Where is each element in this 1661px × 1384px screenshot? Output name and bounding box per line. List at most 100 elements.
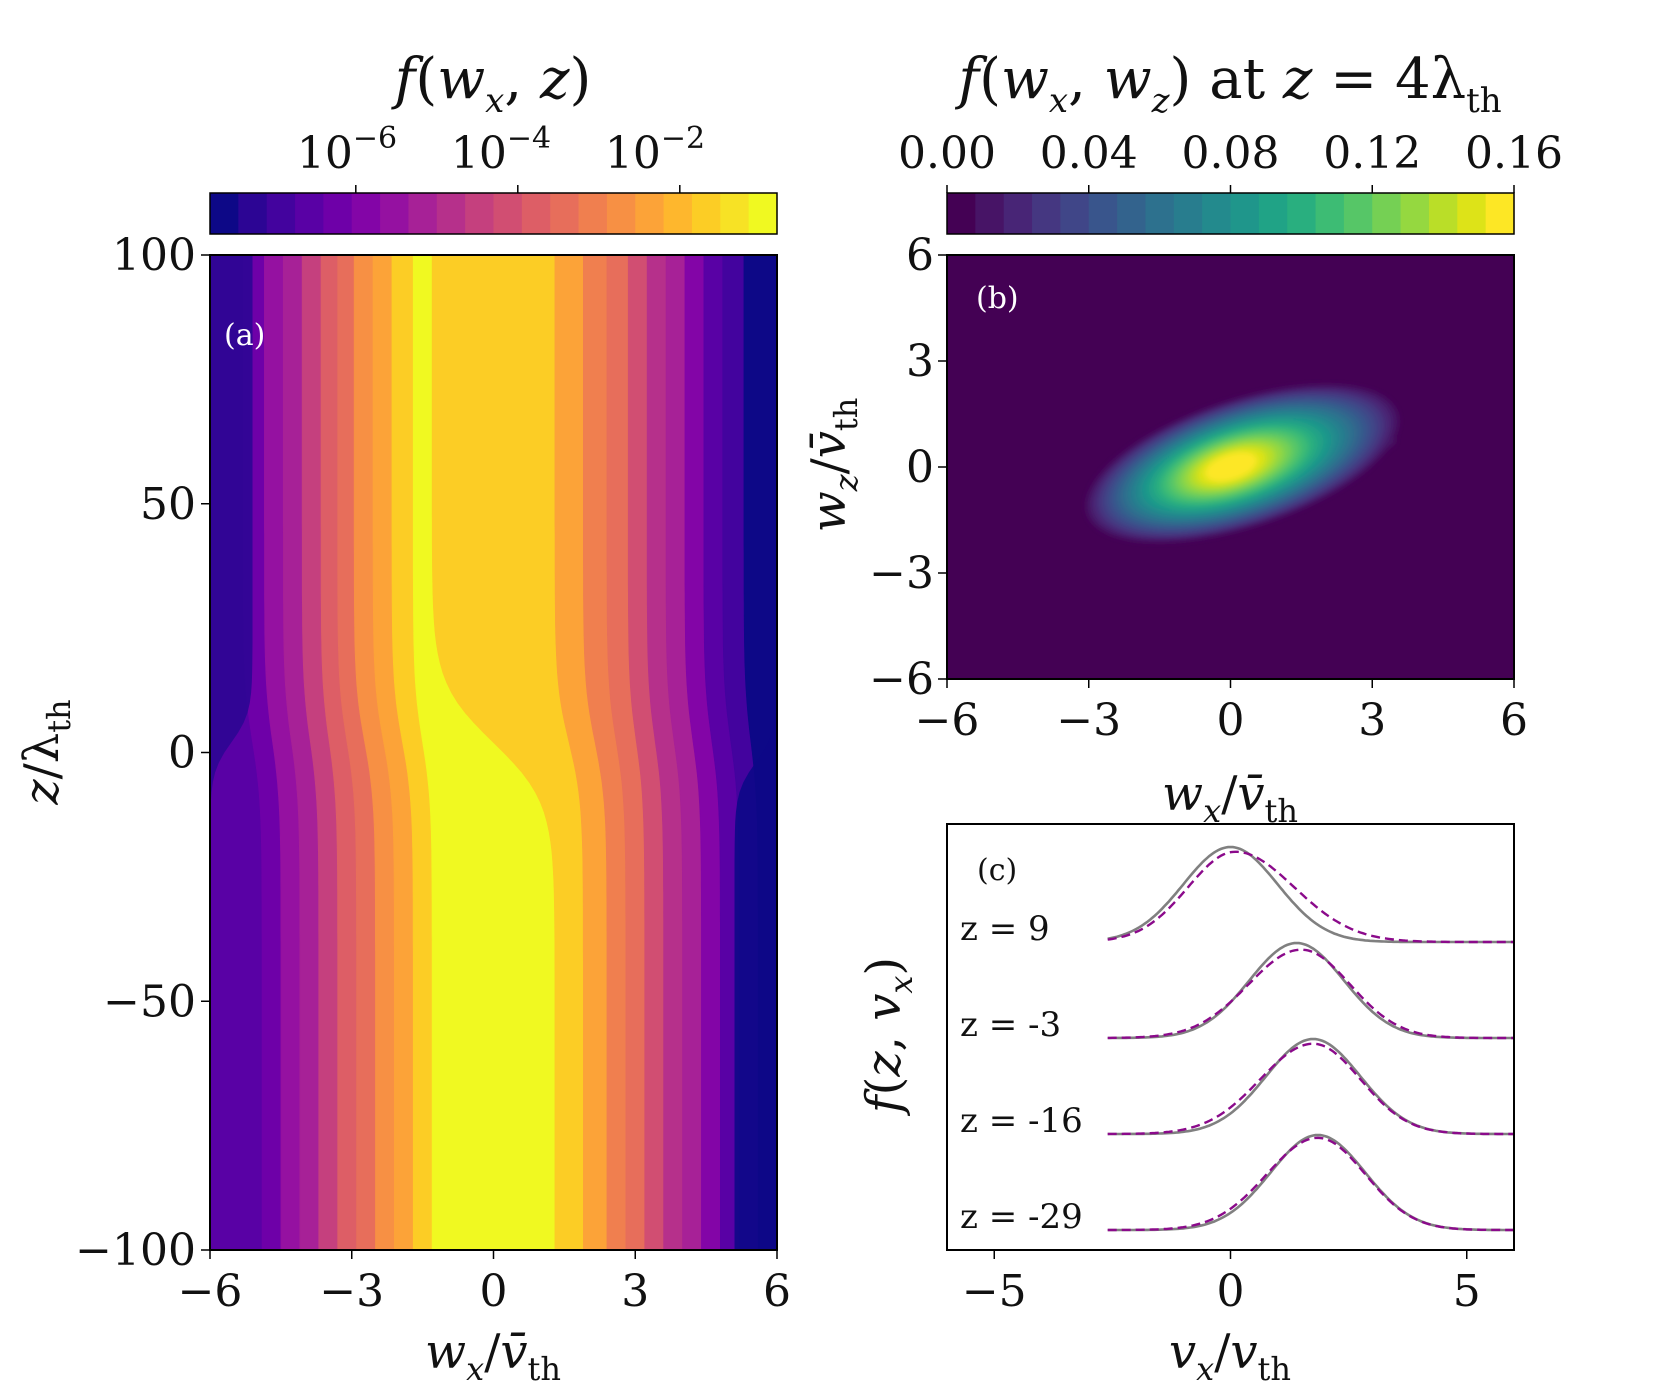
panel-b: f(wx, wz) at z = 4λth 0.00 0.04 0.08 0.12 0.… bbox=[801, 47, 1563, 830]
colorbar-b-swatch bbox=[947, 193, 976, 234]
curve-dashed bbox=[1107, 948, 1514, 1040]
panel-c-xtick-label: 0 bbox=[1217, 1266, 1245, 1317]
colorbar-a-swatch bbox=[408, 193, 438, 234]
colorbar-b-swatch bbox=[1400, 193, 1430, 234]
panel-a-xtick-label: 0 bbox=[480, 1266, 508, 1317]
colorbar-b-tick-label: 0.16 bbox=[1465, 128, 1563, 179]
colorbar-b-swatch bbox=[1173, 193, 1203, 234]
colorbar-b-swatch bbox=[1287, 193, 1317, 234]
colorbar-b-swatch bbox=[1230, 193, 1260, 234]
panel-c-axes: −5 0 5 bbox=[962, 1250, 1481, 1317]
panel-b-heatmap bbox=[947, 255, 1514, 679]
colorbar-a-swatch bbox=[380, 193, 410, 234]
panel-c-xtick-label: 5 bbox=[1453, 1266, 1481, 1317]
panel-b-colorbar-ticks: 0.00 0.04 0.08 0.12 0.16 bbox=[898, 128, 1563, 193]
colorbar-b-swatch bbox=[1258, 193, 1288, 234]
panel-b-xlabel: wx/v̄th bbox=[1162, 766, 1298, 830]
colorbar-a-swatch bbox=[351, 193, 381, 234]
colorbar-b-swatch bbox=[1117, 193, 1147, 234]
heatmap-b-contours bbox=[1086, 384, 1399, 543]
panel-a-ytick-label: −100 bbox=[75, 1225, 196, 1276]
panel-b-ylabel: wz/v̄th bbox=[801, 398, 865, 533]
panel-b-xtick-label: −6 bbox=[915, 695, 980, 746]
panel-b-ytick-label: −6 bbox=[869, 654, 934, 705]
panel-b-title: f(wx, wz) at z = 4λth bbox=[954, 47, 1501, 121]
panel-a-axes: −6 −3 0 3 6 100 50 0 −50 −100 bbox=[75, 230, 791, 1317]
panel-a-ytick-label: 100 bbox=[112, 230, 196, 281]
colorbar-a-tick-label: 10−6 bbox=[297, 121, 397, 179]
colorbar-a-swatch bbox=[521, 193, 551, 234]
colorbar-b-swatch bbox=[1003, 193, 1033, 234]
colorbar-b-tick-label: 0.04 bbox=[1040, 128, 1138, 179]
panel-b-ytick-label: −3 bbox=[869, 548, 934, 599]
panel-b-colorbar bbox=[946, 192, 1515, 235]
colorbar-a-swatch bbox=[266, 193, 296, 234]
colorbar-a-swatch bbox=[323, 193, 353, 234]
colorbar-b-swatch bbox=[1315, 193, 1345, 234]
heatmap-b-level bbox=[1205, 452, 1257, 482]
curve-label-z9: z = 9 bbox=[960, 909, 1050, 949]
colorbar-a-swatch bbox=[238, 193, 268, 234]
panel-a-title: f(wx, z) bbox=[391, 47, 592, 121]
heatmap-a-corner bbox=[734, 255, 777, 1250]
colorbar-a-tick-label: 10−4 bbox=[451, 121, 551, 179]
panel-c-label: (c) bbox=[977, 853, 1017, 888]
colorbar-b-swatch bbox=[1428, 193, 1458, 234]
panel-a-xtick-label: −3 bbox=[319, 1266, 384, 1317]
panel-b-ytick-label: 3 bbox=[906, 336, 934, 387]
curve-label-z-16: z = -16 bbox=[960, 1101, 1083, 1141]
colorbar-b-swatch bbox=[1145, 193, 1175, 234]
colorbar-a-swatch bbox=[465, 193, 495, 234]
panel-b-ytick-label: 0 bbox=[906, 442, 934, 493]
colorbar-a-swatch bbox=[210, 193, 239, 234]
panel-b-ytick-label: 6 bbox=[906, 230, 934, 281]
colorbar-b-swatch bbox=[1202, 193, 1232, 234]
curve-label-z-3: z = -3 bbox=[960, 1005, 1061, 1045]
colorbar-b-swatch bbox=[1032, 193, 1061, 234]
colorbar-a-swatch bbox=[691, 193, 721, 234]
colorbar-a-swatch bbox=[550, 193, 580, 234]
colorbar-a-swatch bbox=[436, 193, 466, 234]
panel-c-curves bbox=[1107, 845, 1514, 1232]
colorbar-b-tick-label: 0.12 bbox=[1323, 128, 1421, 179]
panel-b-xtick-label: 3 bbox=[1358, 695, 1386, 746]
colorbar-b-swatch bbox=[1060, 193, 1090, 234]
panel-a-colorbar-ticks: 10−6 10−4 10−2 bbox=[297, 121, 705, 179]
colorbar-b-swatch bbox=[1343, 193, 1373, 234]
heatmap-a-corner bbox=[210, 255, 253, 1250]
colorbar-a-swatch bbox=[493, 193, 523, 234]
panel-a-xlabel: wx/v̄th bbox=[425, 1324, 561, 1384]
panel-b-axes: −6 −3 0 3 6 6 3 0 −3 −6 bbox=[869, 230, 1528, 746]
colorbar-a-swatch bbox=[748, 193, 778, 234]
colorbar-b-swatch bbox=[1457, 193, 1487, 234]
panel-a-xtick-label: −6 bbox=[178, 1266, 243, 1317]
colorbar-a-swatch bbox=[295, 193, 324, 234]
panel-b-xtick-label: −3 bbox=[1056, 695, 1121, 746]
panel-c-xtick-label: −5 bbox=[962, 1266, 1027, 1317]
panel-c-xlabel: vx/vth bbox=[1169, 1324, 1291, 1384]
colorbar-a-tick-label: 10−2 bbox=[605, 121, 705, 179]
panel-a-ytick-label: −50 bbox=[103, 976, 196, 1027]
colorbar-a-swatch bbox=[578, 193, 608, 234]
panel-c-background bbox=[947, 824, 1514, 1250]
panel-a-label: (a) bbox=[224, 318, 265, 353]
panel-a-colorbar bbox=[209, 185, 778, 235]
panel-b-label: (b) bbox=[976, 281, 1019, 316]
panel-a: f(wx, z) 10−6 10−4 10−2 (a) −6 −3 0 3 6 100 50… bbox=[14, 47, 791, 1384]
colorbar-b-swatch bbox=[975, 193, 1005, 234]
panel-c-ylabel: f(z, vx) bbox=[856, 957, 920, 1116]
curve-label-z-29: z = -29 bbox=[960, 1197, 1083, 1237]
colorbar-a-swatch bbox=[606, 193, 636, 234]
curve-dashed bbox=[1107, 1042, 1514, 1136]
curve-dashed bbox=[1107, 850, 1514, 944]
colorbar-a-frame bbox=[209, 192, 778, 235]
colorbar-a-swatch bbox=[663, 193, 693, 234]
panel-a-xtick-label: 6 bbox=[763, 1266, 791, 1317]
colorbar-b-swatch bbox=[1088, 193, 1118, 234]
panel-a-ytick-label: 0 bbox=[168, 728, 196, 779]
panel-c: (c) z = 9 z = -3 z = -16 z = -29 −5 0 5 vx… bbox=[856, 823, 1515, 1384]
colorbar-a-swatch bbox=[635, 193, 665, 234]
colorbar-b-tick-label: 0.00 bbox=[898, 128, 996, 179]
colorbar-b-tick-label: 0.08 bbox=[1182, 128, 1280, 179]
